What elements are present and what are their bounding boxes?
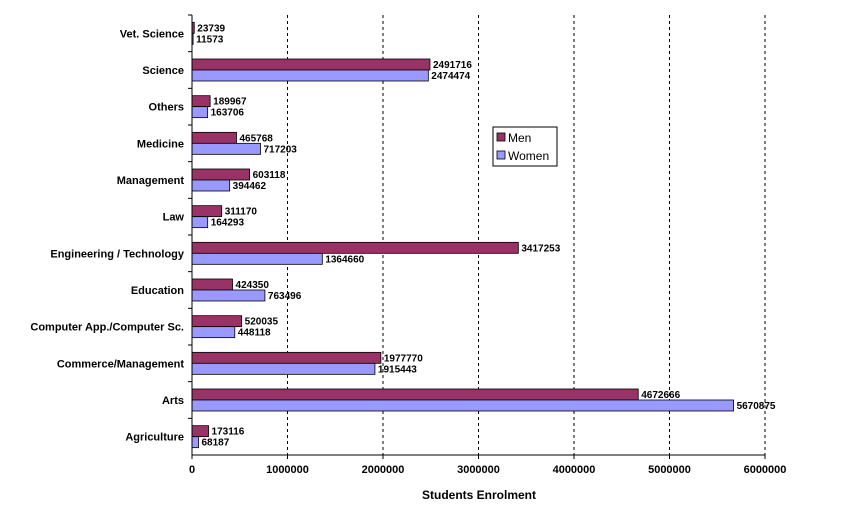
bar-women-2 <box>191 362 376 375</box>
value-label-men-8: 465768 <box>239 133 273 144</box>
x-tick-label-1: 1000000 <box>266 464 309 476</box>
bar-women-10 <box>191 69 429 82</box>
bar-men-8 <box>191 131 237 144</box>
bar-men-1 <box>191 388 639 401</box>
value-label-men-1: 4672666 <box>641 390 680 401</box>
category-label-7: Management <box>117 175 185 187</box>
value-label-men-7: 603118 <box>253 170 286 181</box>
category-label-1: Arts <box>162 395 184 407</box>
bar-men-3 <box>191 315 243 328</box>
category-label-8: Medicine <box>137 138 184 150</box>
category-label-3: Computer App./Computer Sc. <box>30 322 184 334</box>
value-label-men-3: 520035 <box>245 317 279 328</box>
bar-men-6 <box>191 205 223 218</box>
x-tick-label-0: 0 <box>189 464 195 476</box>
category-label-2: Commerce/Management <box>57 358 184 370</box>
category-label-10: Science <box>142 65 184 77</box>
value-label-men-5: 3417253 <box>521 243 560 254</box>
legend-swatch-men <box>496 132 506 142</box>
category-label-5: Engineering / Technology <box>50 248 185 260</box>
legend-label-men: Men <box>508 131 531 145</box>
category-label-0: Agriculture <box>125 432 184 444</box>
x-tick-label-6: 6000000 <box>744 464 787 476</box>
value-label-women-7: 394462 <box>233 181 267 192</box>
value-label-men-2: 1977770 <box>384 353 423 364</box>
bar-men-4 <box>191 278 233 291</box>
category-label-11: Vet. Science <box>120 28 184 40</box>
value-label-women-2: 1915443 <box>378 364 417 375</box>
category-label-9: Others <box>149 102 184 114</box>
grid-lines <box>287 15 766 455</box>
labels: 0 1000000 2000000 3000000 4000000 5000000 6000… <box>30 23 786 476</box>
x-tick-label-2: 2000000 <box>362 464 405 476</box>
legend-swatch-women <box>496 150 506 160</box>
bar-men-0 <box>191 425 209 438</box>
value-label-women-11: 11573 <box>196 34 224 45</box>
x-tick-label-3: 3000000 <box>457 464 500 476</box>
bar-men-7 <box>191 168 250 181</box>
bar-women-4 <box>191 289 266 302</box>
bar-women-9 <box>191 106 209 119</box>
value-label-women-0: 68187 <box>202 438 230 449</box>
bars <box>191 21 734 449</box>
value-label-women-3: 448118 <box>238 328 271 339</box>
bar-women-3 <box>191 326 236 339</box>
value-label-men-9: 189967 <box>213 97 247 108</box>
category-label-6: Law <box>163 212 185 224</box>
value-label-men-4: 424350 <box>236 280 270 291</box>
x-axis-title: Students Enrolment <box>422 488 536 502</box>
value-label-women-10: 2474474 <box>431 71 470 82</box>
value-label-women-4: 763496 <box>268 291 302 302</box>
value-label-women-6: 164293 <box>211 218 245 229</box>
bar-women-5 <box>191 252 323 265</box>
bar-women-1 <box>191 399 734 412</box>
legend-label-women: Women <box>508 149 549 163</box>
value-label-women-5: 1364660 <box>325 254 364 265</box>
bar-men-9 <box>191 95 211 108</box>
category-label-4: Education <box>131 285 184 297</box>
bar-men-5 <box>191 241 519 254</box>
value-label-men-6: 311170 <box>225 207 258 218</box>
value-label-women-8: 717203 <box>263 144 297 155</box>
axes <box>188 14 766 459</box>
bar-women-0 <box>191 436 199 449</box>
bar-women-7 <box>191 179 231 192</box>
bar-women-8 <box>191 142 261 155</box>
value-label-women-9: 163706 <box>211 108 245 119</box>
value-label-women-1: 5670875 <box>737 401 776 412</box>
bar-men-10 <box>191 58 431 71</box>
value-label-men-11: 23739 <box>197 23 225 34</box>
value-label-men-0: 173116 <box>212 427 245 438</box>
legend: Men Women <box>492 126 558 167</box>
x-tick-label-5: 5000000 <box>648 464 691 476</box>
x-tick-label-4: 4000000 <box>553 464 596 476</box>
value-label-men-10: 2491716 <box>433 60 472 71</box>
bar-women-6 <box>191 216 209 229</box>
bar-men-2 <box>191 351 382 364</box>
